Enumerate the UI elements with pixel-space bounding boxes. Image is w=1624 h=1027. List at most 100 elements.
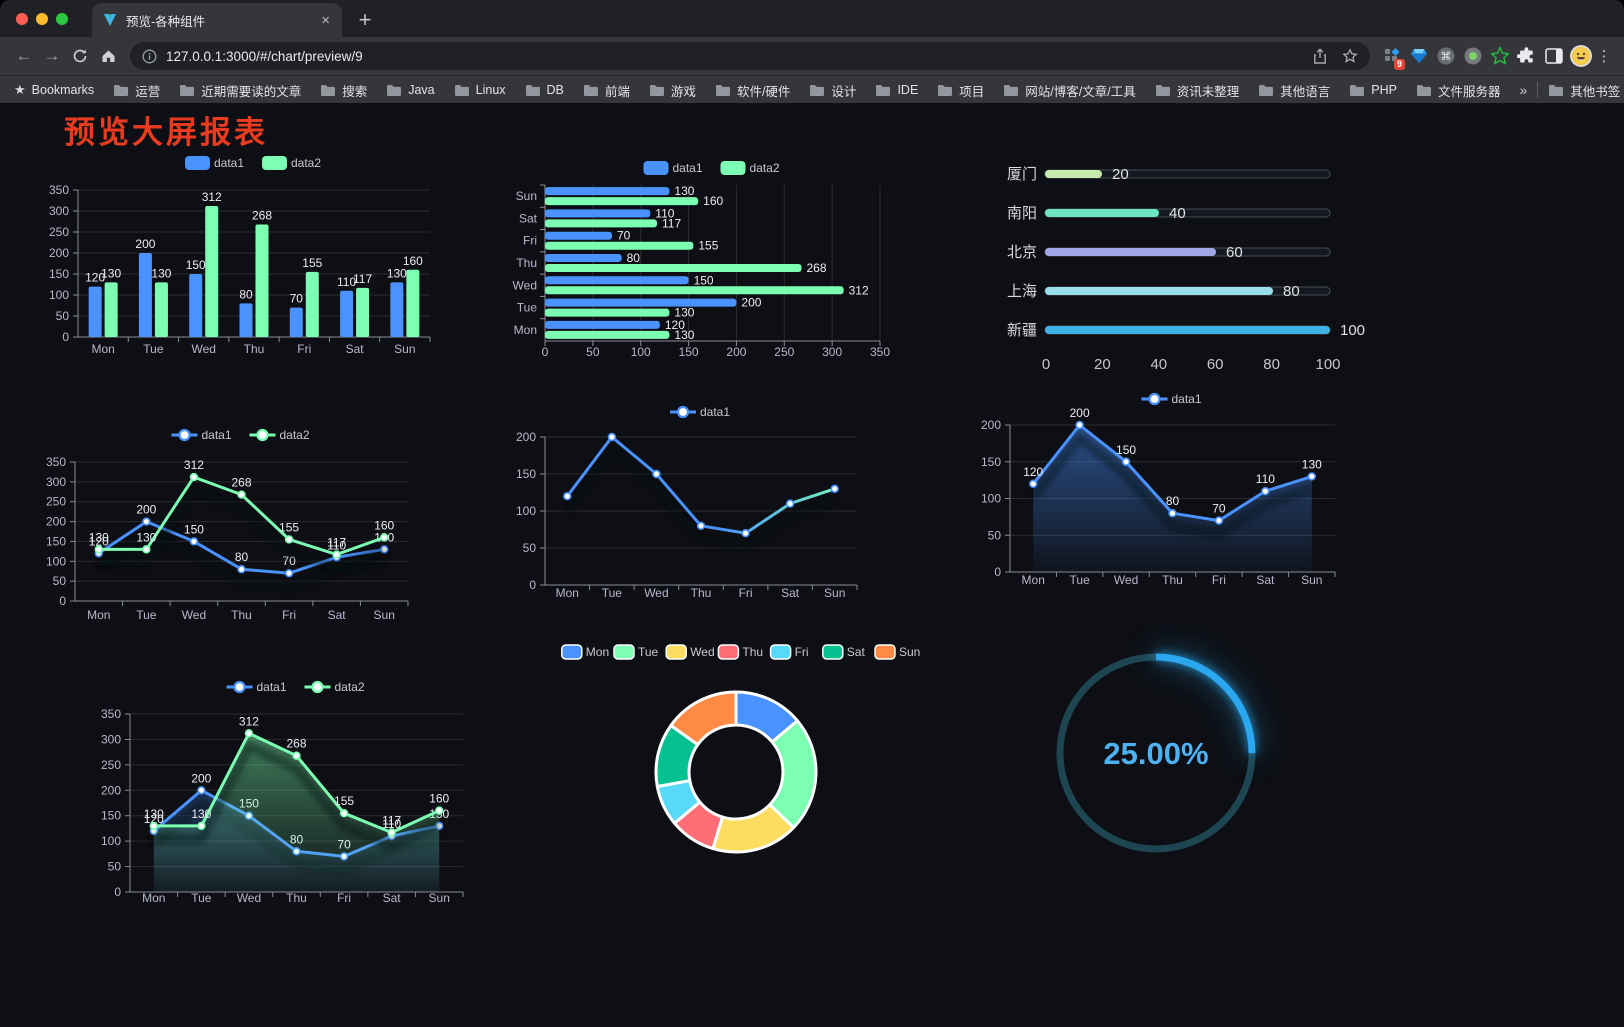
svg-text:80: 80 (1166, 494, 1180, 508)
svg-text:250: 250 (46, 495, 66, 509)
svg-text:130: 130 (674, 328, 694, 342)
folder-icon (1258, 84, 1274, 97)
folder-icon (715, 84, 731, 97)
svg-text:Tue: Tue (191, 891, 212, 905)
svg-text:70: 70 (290, 292, 304, 306)
recorder-extension-icon[interactable] (1459, 42, 1486, 70)
bookmark-label: DB (546, 83, 564, 97)
svg-text:150: 150 (49, 267, 69, 281)
minimize-window-button[interactable] (36, 13, 48, 25)
menu-icon[interactable]: ⋮ (1596, 48, 1612, 65)
svg-text:Sun: Sun (824, 586, 845, 600)
bookmark-folder-7[interactable]: 前端 (583, 81, 630, 100)
tab-title: 预览-各种组件 (126, 14, 206, 29)
tab-close-icon[interactable]: × (321, 11, 330, 29)
svg-text:50: 50 (56, 309, 70, 323)
svg-text:160: 160 (703, 194, 723, 208)
bookmark-folder-12[interactable]: 项目 (937, 81, 984, 100)
svg-text:0: 0 (529, 578, 536, 592)
forward-button[interactable]: → (43, 46, 61, 65)
bookmark-label: PHP (1371, 83, 1397, 97)
folder-icon (937, 84, 953, 97)
svg-text:117: 117 (382, 813, 401, 827)
gem-extension-icon[interactable] (1405, 42, 1432, 70)
dual-area-chart: 0 50 100 150 200 250 300 350 Mon Tue Wed Thu Fri Sat S… (90, 670, 500, 920)
svg-text:Sun: Sun (899, 645, 920, 659)
bookmarks-manager-item[interactable]: ★ Bookmarks (14, 82, 95, 97)
svg-text:0: 0 (59, 594, 66, 608)
svg-text:120: 120 (89, 534, 109, 548)
bookmarks-overflow-chevron[interactable]: » (1519, 82, 1528, 98)
svg-text:20: 20 (1094, 356, 1111, 373)
back-button[interactable]: ← (15, 46, 33, 65)
bookmark-folder-1[interactable]: 运营 (113, 81, 160, 100)
reload-button[interactable] (66, 42, 94, 70)
svg-text:Sun: Sun (374, 608, 395, 622)
svg-text:Thu: Thu (286, 891, 307, 905)
svg-text:70: 70 (617, 229, 631, 243)
share-icon[interactable] (1312, 47, 1328, 65)
svg-text:110: 110 (327, 538, 346, 552)
fullscreen-window-button[interactable] (56, 13, 68, 25)
svg-text:130: 130 (151, 266, 171, 280)
svg-text:Wed: Wed (644, 586, 668, 600)
bookmark-star-icon[interactable] (1342, 48, 1358, 64)
profile-avatar[interactable] (1567, 42, 1594, 70)
bookmark-folder-5[interactable]: Linux (454, 83, 506, 97)
single-area-chart: 0 50 100 150 200 Mon Tue Wed Thu Fri Sat Sun data1 12… (981, 388, 1355, 602)
extension-badge: 9 (1393, 59, 1405, 70)
bookmark-folder-17[interactable]: 文件服务器 (1416, 81, 1500, 100)
svg-text:40: 40 (1150, 356, 1167, 373)
site-info-icon[interactable] (142, 49, 157, 64)
extensions-puzzle-icon[interactable] (1513, 42, 1540, 70)
bookmark-folder-16[interactable]: PHP (1349, 83, 1397, 97)
home-button[interactable] (94, 42, 122, 70)
tab-manager-extension-icon[interactable]: 9 (1378, 42, 1405, 70)
bookmark-folder-8[interactable]: 游戏 (649, 81, 696, 100)
svg-text:data1: data1 (673, 161, 703, 175)
bookmark-folder-15[interactable]: 其他语言 (1258, 81, 1330, 100)
bookmark-label: 搜索 (342, 84, 368, 99)
svg-text:100: 100 (101, 834, 121, 848)
bookmark-folder-13[interactable]: 网站/博客/文章/工具 (1003, 81, 1136, 100)
bookmark-label: 软件/硬件 (736, 84, 791, 99)
svg-text:Tue: Tue (517, 301, 538, 315)
svg-text:150: 150 (516, 467, 536, 481)
svg-text:新疆: 新疆 (1007, 322, 1037, 339)
sidebar-toggle-icon[interactable] (1540, 42, 1567, 70)
svg-text:50: 50 (53, 574, 67, 588)
bookmark-folder-10[interactable]: 设计 (809, 81, 856, 100)
green-star-extension-icon[interactable] (1486, 42, 1513, 70)
close-window-button[interactable] (16, 13, 28, 25)
svg-text:Thu: Thu (691, 586, 712, 600)
svg-text:Mon: Mon (91, 342, 114, 356)
bookmark-folder-14[interactable]: 资讯未整理 (1155, 81, 1239, 100)
bookmark-folder-9[interactable]: 软件/硬件 (715, 81, 790, 100)
bookmark-folder-11[interactable]: IDE (875, 83, 918, 97)
svg-text:Sun: Sun (516, 189, 537, 203)
bookmark-folder-3[interactable]: 搜索 (320, 81, 367, 100)
horizontal-bar-chart: 0 50 100 150 200 250 300 350 data1 data2 Sun 130 160… (505, 155, 900, 377)
svg-text:70: 70 (1212, 502, 1226, 516)
svg-text:130: 130 (101, 266, 121, 280)
address-bar[interactable]: 127.0.0.1:3000/#/chart/preview/9 (130, 42, 1370, 70)
command-extension-icon[interactable]: ⌘ (1432, 42, 1459, 70)
svg-text:117: 117 (353, 272, 372, 286)
svg-text:200: 200 (741, 296, 761, 310)
browser-tab[interactable]: 预览-各种组件 × (92, 3, 342, 37)
bookmark-folder-4[interactable]: Java (386, 83, 435, 97)
folder-icon (1416, 84, 1432, 97)
bookmark-folder-2[interactable]: 近期需要读的文章 (179, 81, 301, 100)
new-tab-button[interactable]: + (358, 7, 372, 32)
other-bookmarks-folder[interactable]: 其他书签 (1548, 81, 1620, 100)
svg-text:100: 100 (1315, 356, 1340, 373)
svg-text:0: 0 (542, 345, 549, 359)
svg-text:200: 200 (135, 237, 155, 251)
bookmark-folder-6[interactable]: DB (525, 83, 564, 97)
url-text[interactable]: 127.0.0.1:3000/#/chart/preview/9 (166, 48, 363, 64)
svg-text:130: 130 (1302, 457, 1322, 471)
svg-text:data2: data2 (280, 428, 310, 442)
svg-text:110: 110 (382, 817, 401, 831)
svg-text:312: 312 (184, 458, 204, 472)
